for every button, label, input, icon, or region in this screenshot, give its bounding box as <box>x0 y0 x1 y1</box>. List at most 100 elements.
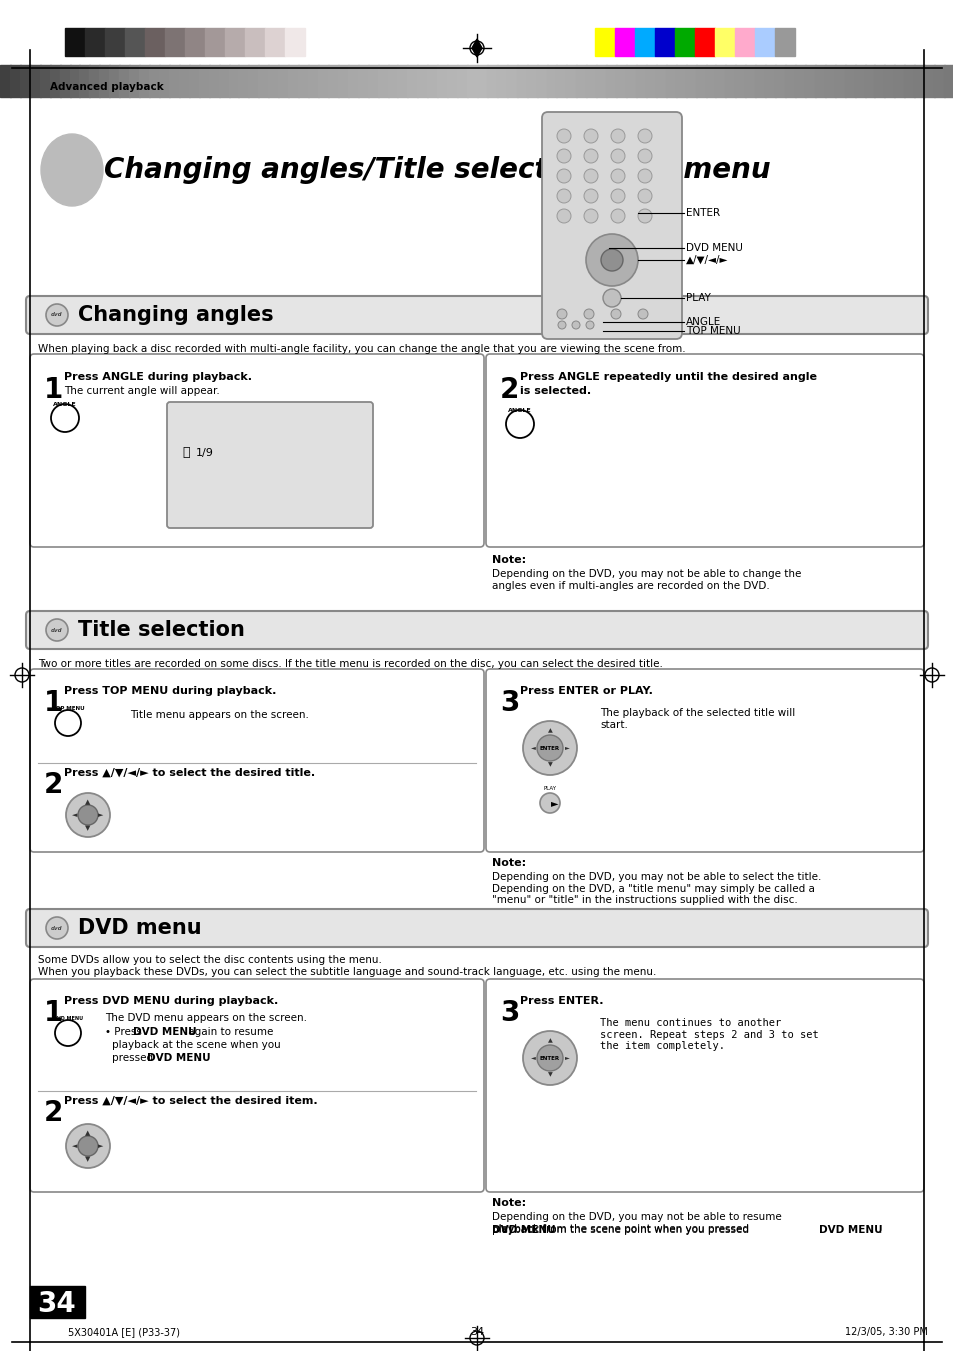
Text: ▲: ▲ <box>85 1129 91 1136</box>
Text: The DVD menu appears on the screen.: The DVD menu appears on the screen. <box>105 1013 307 1023</box>
Bar <box>784 65 795 97</box>
Circle shape <box>78 805 98 825</box>
Bar <box>814 65 825 97</box>
Bar <box>456 65 468 97</box>
Circle shape <box>638 189 651 203</box>
Bar <box>566 65 577 97</box>
Bar <box>764 65 776 97</box>
Bar <box>105 28 125 55</box>
Text: 2: 2 <box>44 1098 63 1127</box>
Circle shape <box>46 619 68 640</box>
Text: DVD MENU: DVD MENU <box>685 243 742 253</box>
Text: Press ▲/▼/◄/► to select the desired title.: Press ▲/▼/◄/► to select the desired titl… <box>64 767 314 778</box>
Bar <box>59 65 71 97</box>
Bar <box>427 65 437 97</box>
FancyBboxPatch shape <box>26 611 927 648</box>
Text: 5X30401A [E] (P33-37): 5X30401A [E] (P33-37) <box>68 1327 180 1337</box>
Circle shape <box>610 128 624 143</box>
Text: DVD MENU: DVD MENU <box>147 1052 211 1063</box>
Text: ▲/▼/◄/►: ▲/▼/◄/► <box>685 255 728 265</box>
Bar <box>416 65 428 97</box>
Text: Press ANGLE during playback.: Press ANGLE during playback. <box>64 372 252 382</box>
Circle shape <box>557 169 571 182</box>
Bar <box>645 65 657 97</box>
FancyBboxPatch shape <box>30 354 483 547</box>
Bar <box>467 65 477 97</box>
Text: When you playback these DVDs, you can select the subtitle language and sound-tra: When you playback these DVDs, you can se… <box>38 967 656 977</box>
Bar <box>913 65 924 97</box>
Bar <box>893 65 904 97</box>
Bar <box>595 28 615 55</box>
Circle shape <box>638 169 651 182</box>
Bar <box>635 28 655 55</box>
Text: ▲: ▲ <box>547 728 552 734</box>
Bar <box>774 28 794 55</box>
Text: 2: 2 <box>44 771 63 798</box>
Bar <box>348 65 358 97</box>
Circle shape <box>522 721 577 775</box>
Circle shape <box>602 289 620 307</box>
Circle shape <box>557 209 571 223</box>
Ellipse shape <box>41 134 103 205</box>
Bar <box>517 65 527 97</box>
Circle shape <box>539 793 559 813</box>
Bar <box>189 65 199 97</box>
Text: ANGLE: ANGLE <box>508 408 531 412</box>
Bar <box>824 65 835 97</box>
Bar <box>297 65 309 97</box>
Bar <box>119 65 130 97</box>
Text: Press ▲/▼/◄/► to select the desired item.: Press ▲/▼/◄/► to select the desired item… <box>64 1096 317 1106</box>
FancyBboxPatch shape <box>485 669 923 852</box>
Bar <box>248 65 259 97</box>
Bar <box>854 65 864 97</box>
Text: 2: 2 <box>499 376 518 404</box>
Bar <box>110 65 120 97</box>
Bar <box>943 65 953 97</box>
Circle shape <box>610 189 624 203</box>
Bar <box>317 65 329 97</box>
Text: ⎗: ⎗ <box>182 446 190 459</box>
Bar <box>556 65 567 97</box>
Text: Depending on the DVD, you may not be able to resume
playback from the scene poin: Depending on the DVD, you may not be abl… <box>492 1212 781 1233</box>
Bar <box>218 65 230 97</box>
Circle shape <box>610 169 624 182</box>
Bar <box>655 28 675 55</box>
Circle shape <box>583 149 598 163</box>
Bar <box>794 65 805 97</box>
Text: 1: 1 <box>44 998 63 1027</box>
Bar <box>754 28 774 55</box>
Bar <box>90 65 100 97</box>
Bar <box>655 65 666 97</box>
Text: pressed: pressed <box>112 1052 156 1063</box>
Text: again to resume: again to resume <box>185 1027 274 1038</box>
Circle shape <box>583 209 598 223</box>
Bar <box>0 65 10 97</box>
Bar <box>377 65 388 97</box>
FancyBboxPatch shape <box>26 296 927 334</box>
Bar <box>70 65 80 97</box>
Circle shape <box>585 234 638 286</box>
Bar <box>308 65 318 97</box>
Bar <box>714 28 734 55</box>
Text: dvd: dvd <box>51 312 63 317</box>
Bar <box>159 65 170 97</box>
Bar <box>20 65 30 97</box>
Text: Depending on the DVD, you may not be able to change the
angles even if multi-ang: Depending on the DVD, you may not be abl… <box>492 569 801 590</box>
Circle shape <box>55 711 81 736</box>
Text: Press ENTER.: Press ENTER. <box>519 996 603 1006</box>
Polygon shape <box>472 39 481 57</box>
Bar <box>139 65 150 97</box>
Text: ANGLE: ANGLE <box>53 401 77 407</box>
Bar <box>774 65 785 97</box>
Circle shape <box>66 793 110 838</box>
Circle shape <box>557 189 571 203</box>
Bar <box>149 65 160 97</box>
Text: Press TOP MENU during playback.: Press TOP MENU during playback. <box>64 686 276 696</box>
Bar <box>178 65 190 97</box>
Text: Changing angles: Changing angles <box>78 305 274 326</box>
Bar <box>229 65 239 97</box>
Text: ENTER: ENTER <box>685 208 720 218</box>
Circle shape <box>78 1136 98 1156</box>
Bar <box>238 65 249 97</box>
Circle shape <box>638 128 651 143</box>
